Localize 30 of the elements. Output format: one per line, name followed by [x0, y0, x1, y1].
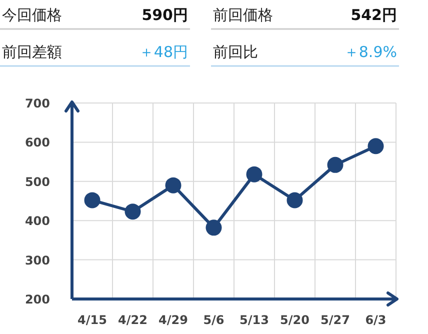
x-tick-label: 4/29	[158, 313, 188, 327]
point	[368, 138, 384, 154]
point	[286, 192, 303, 208]
x-tick-label: 4/15	[78, 313, 107, 327]
x-tick-label: 5/13	[240, 313, 269, 327]
point	[206, 220, 222, 236]
point	[327, 156, 344, 173]
point	[165, 177, 182, 194]
x-tick-label: 6/3	[365, 313, 386, 327]
y-tick-label: 400	[24, 214, 50, 228]
y-tick-label: 700	[24, 96, 50, 110]
y-tick-label: 300	[24, 253, 50, 268]
text: 542円	[350, 6, 397, 24]
x-tick-label: 5/27	[320, 313, 350, 327]
x-tick-label: 4/22	[118, 313, 148, 327]
point	[84, 192, 100, 208]
y-tick-label: 600	[24, 136, 50, 150]
text: 590円	[142, 6, 188, 24]
x-tick-label: 5/20	[280, 313, 310, 327]
point	[246, 166, 262, 182]
text: 前回価格	[213, 6, 273, 24]
y-tick-label: 200	[24, 292, 50, 306]
y-tick-label: 500	[24, 174, 50, 189]
text: ＋8.9%	[344, 43, 397, 61]
point	[124, 204, 141, 220]
text: 前回比	[213, 43, 258, 61]
text: 前回差額	[2, 43, 62, 61]
text: ＋48円	[138, 43, 188, 61]
text: 今回価格	[2, 6, 62, 24]
x-tick-label: 5/6	[203, 313, 224, 327]
